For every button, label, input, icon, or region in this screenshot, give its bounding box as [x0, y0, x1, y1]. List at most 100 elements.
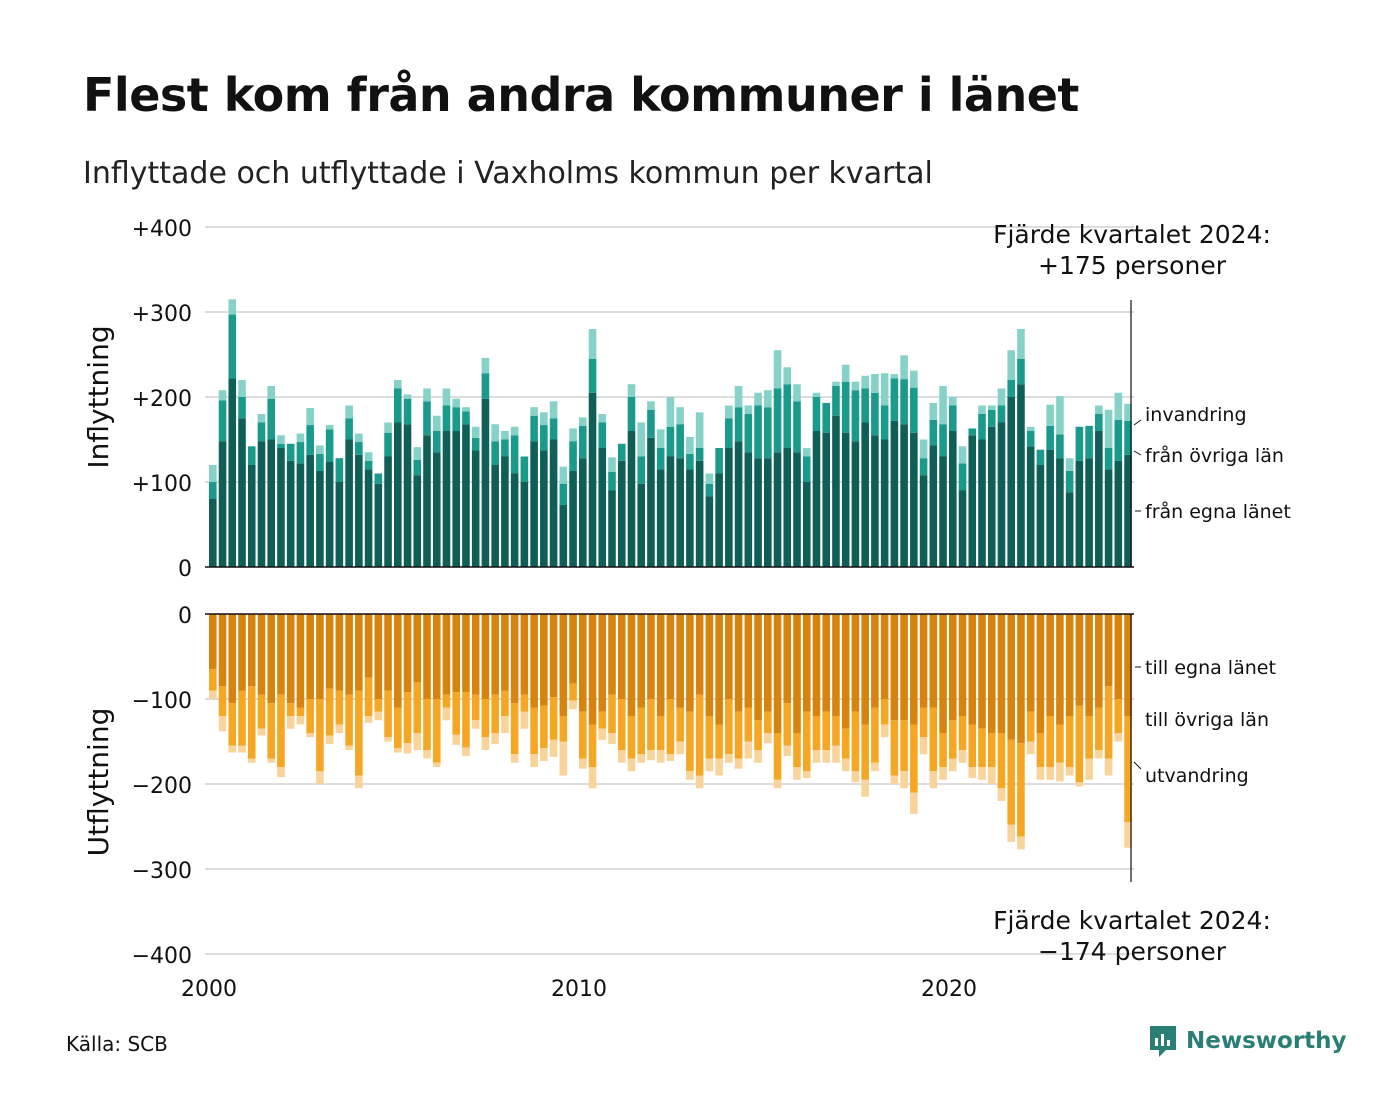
- inflow-bar-55-s1: [744, 414, 753, 453]
- inflow-bar-80-s1: [987, 409, 996, 427]
- inflow-bar-85-s1: [1036, 449, 1045, 465]
- outflow-bar-69-s2: [880, 724, 889, 738]
- brand-logo[interactable]: Newsworthy: [1148, 1024, 1347, 1058]
- outflow-bar-30-s2: [501, 716, 509, 733]
- outflow-bar-69-s0: [880, 614, 889, 699]
- outflow-bar-64-s1: [832, 716, 840, 746]
- inflow-bar-54-s1: [734, 407, 743, 442]
- outflow-bar-58-s1: [773, 733, 782, 780]
- outflow-bar-56-s1: [754, 720, 762, 750]
- outflow-bar-13-s2: [335, 724, 344, 733]
- inflow-bar-77-s0: [958, 490, 967, 567]
- outflow-bar-68-s0: [871, 614, 879, 708]
- outflow-bar-26-s1: [462, 692, 470, 748]
- outflow-bar-56-s2: [754, 750, 762, 763]
- inflow-bar-81-s1: [997, 405, 1006, 423]
- outflow-bar-35-s0: [549, 614, 558, 698]
- outflow-bar-77-s2: [958, 750, 967, 763]
- inflow-bar-73-s1: [919, 458, 928, 476]
- inflow-bar-4-s1: [247, 446, 256, 465]
- outflow-bar-36-s0: [559, 614, 568, 716]
- outflow-bar-52-s0: [715, 614, 723, 725]
- inflow-bar-18-s2: [384, 422, 392, 433]
- outflow-bar-24-s2: [442, 707, 451, 721]
- inflow-bar-76-s2: [949, 397, 957, 406]
- inflow-bar-27-s0: [471, 450, 480, 567]
- y-tick-bottom-100: −100: [132, 689, 192, 714]
- inflow-bar-9-s0: [296, 463, 305, 567]
- outflow-bar-46-s0: [656, 614, 665, 716]
- outflow-bar-74-s1: [929, 707, 938, 772]
- outflow-bar-53-s2: [725, 754, 733, 763]
- inflow-bar-22-s2: [423, 388, 431, 402]
- outflow-bar-63-s2: [822, 750, 831, 763]
- inflow-bar-92-s1: [1104, 448, 1113, 470]
- outflow-bar-66-s2: [851, 771, 860, 783]
- outflow-bar-21-s2: [413, 733, 422, 750]
- outflow-bar-60-s0: [793, 614, 801, 733]
- outflow-bar-39-s2: [588, 767, 597, 789]
- inflow-bar-66-s1: [851, 390, 860, 442]
- outflow-bar-30-s1: [501, 690, 509, 716]
- outflow-bar-1-s1: [218, 686, 227, 716]
- outflow-bar-31-s1: [510, 703, 519, 755]
- inflow-bar-93-s1: [1114, 419, 1123, 461]
- inflow-bar-20-s2: [403, 394, 412, 399]
- inflow-bar-86-s0: [1046, 449, 1054, 567]
- inflow-bar-42-s1: [617, 443, 626, 461]
- annotation-bottom-line1: Fjärde kvartalet 2024:: [993, 906, 1271, 935]
- inflow-bar-85-s0: [1036, 465, 1045, 567]
- inflow-bar-47-s2: [666, 397, 675, 427]
- inflow-bar-9-s2: [296, 433, 305, 443]
- outflow-bar-87-s0: [1056, 614, 1064, 725]
- outflow-bar-72-s1: [910, 724, 918, 793]
- inflow-bar-56-s1: [754, 405, 762, 459]
- outflow-bar-67-s0: [861, 614, 869, 725]
- inflow-bar-75-s2: [939, 385, 947, 425]
- outflow-bar-85-s2: [1036, 767, 1045, 780]
- outflow-bar-58-s2: [773, 779, 782, 789]
- outflow-bar-70-s2: [890, 775, 899, 784]
- inflow-bar-74-s2: [929, 402, 938, 420]
- inflow-bar-36-s0: [559, 504, 568, 567]
- inflow-bar-14-s0: [345, 439, 353, 567]
- inflow-bar-56-s2: [754, 392, 762, 406]
- outflow-bar-48-s0: [676, 614, 684, 708]
- outflow-bar-3-s1: [238, 690, 246, 746]
- inflow-bar-43-s2: [627, 384, 636, 397]
- inflow-bar-65-s2: [841, 364, 850, 382]
- inflow-bar-10-s2: [306, 408, 314, 426]
- inflow-bar-0-s0: [209, 499, 217, 567]
- outflow-bar-4-s2: [247, 758, 256, 763]
- outflow-bar-33-s0: [530, 614, 538, 708]
- outflow-bar-81-s2: [997, 788, 1006, 801]
- inflow-bar-54-s2: [734, 385, 743, 408]
- inflow-bar-5-s2: [257, 414, 266, 423]
- inflow-bar-89-s0: [1075, 460, 1084, 567]
- inflow-bar-21-s2: [413, 447, 422, 460]
- inflow-bar-45-s0: [647, 437, 655, 567]
- inflow-bar-44-s2: [637, 422, 646, 457]
- outflow-bar-50-s0: [695, 614, 704, 695]
- outflow-bar-44-s0: [637, 614, 646, 708]
- outflow-bar-38-s1: [579, 711, 587, 759]
- inflow-bar-71-s2: [900, 355, 908, 380]
- inflow-bar-22-s0: [423, 435, 431, 567]
- outflow-bar-28-s1: [481, 699, 490, 738]
- newsworthy-logo-icon: [1150, 1026, 1176, 1057]
- outflow-bar-94-s2: [1124, 822, 1132, 848]
- outflow-bar-33-s1: [530, 707, 538, 755]
- inflow-bar-57-s1: [764, 407, 772, 459]
- outflow-bar-26-s2: [462, 747, 470, 756]
- inflow-bar-55-s2: [744, 405, 753, 414]
- inflow-bar-49-s0: [686, 469, 694, 567]
- outflow-bar-76-s1: [949, 720, 957, 759]
- outflow-bar-42-s1: [617, 699, 626, 750]
- annotation-top-line2: +175 personer: [1038, 251, 1227, 280]
- inflow-bar-14-s1: [345, 418, 353, 440]
- outflow-bar-39-s1: [588, 724, 597, 767]
- inflow-bar-60-s0: [793, 452, 801, 567]
- outflow-bar-23-s2: [432, 762, 441, 767]
- inflow-bar-77-s1: [958, 463, 967, 491]
- inflow-bar-5-s1: [257, 422, 266, 442]
